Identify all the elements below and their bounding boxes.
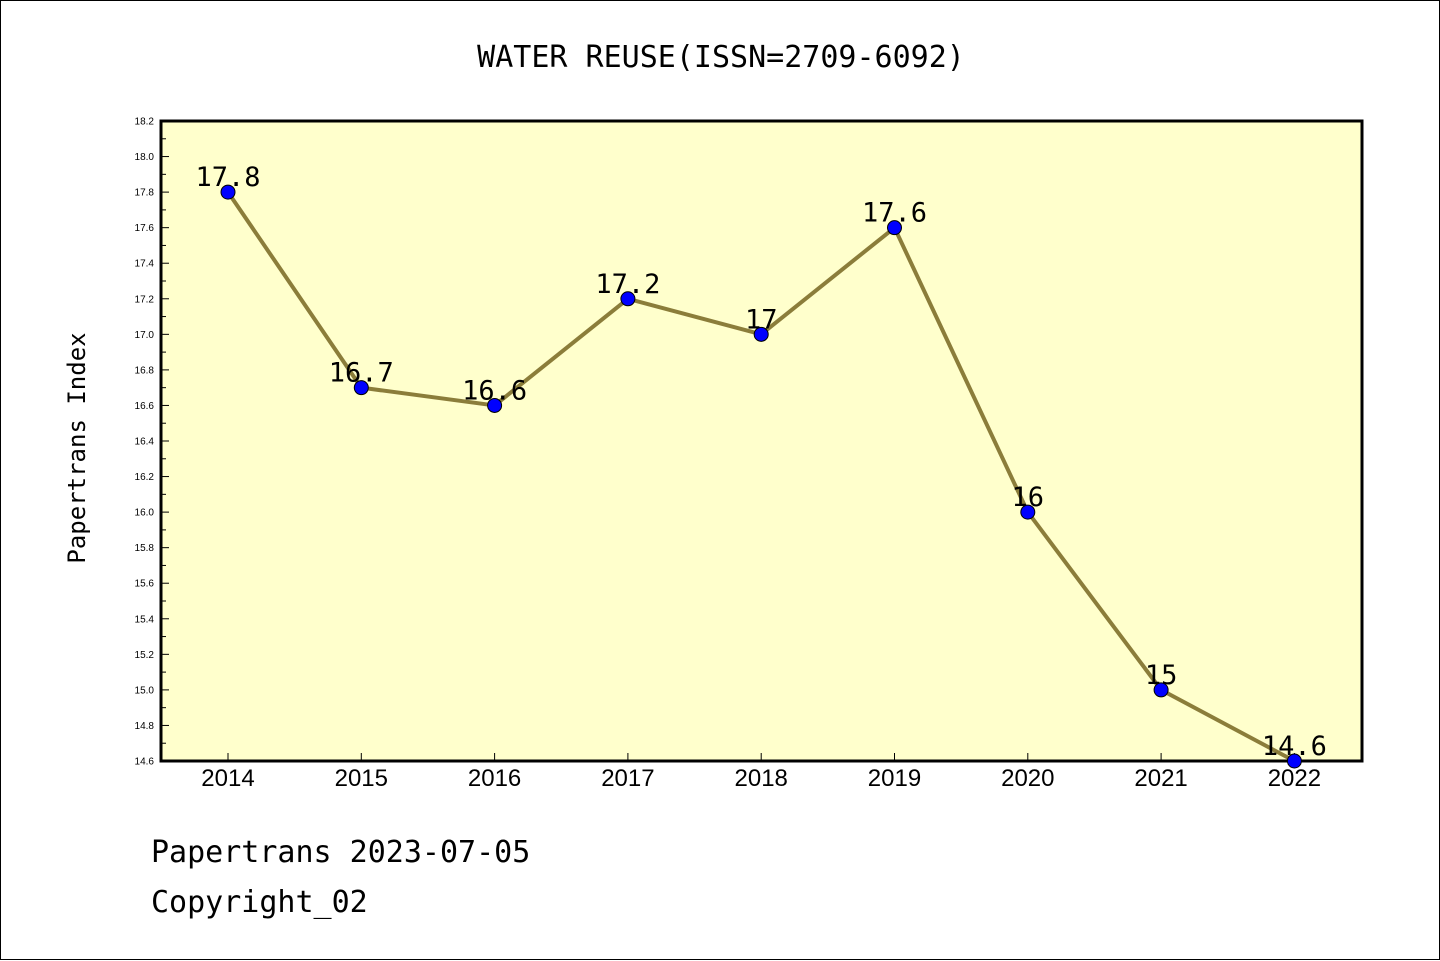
x-tick-label: 2015 bbox=[335, 765, 388, 792]
y-tick-label: 17.0 bbox=[135, 330, 155, 341]
data-point bbox=[887, 220, 902, 236]
data-point bbox=[220, 184, 236, 200]
data-point bbox=[1286, 753, 1302, 769]
y-tick-label: 14.6 bbox=[135, 757, 155, 768]
y-tick-label: 15.8 bbox=[135, 543, 155, 554]
y-axis-label: Papertrans Index bbox=[63, 332, 91, 563]
y-tick-label: 15.6 bbox=[135, 579, 155, 590]
y-tick-label: 16.4 bbox=[135, 437, 155, 448]
footer-date: Papertrans 2023-07-05 bbox=[151, 835, 531, 870]
x-tick-label: 2022 bbox=[1268, 765, 1321, 792]
data-point bbox=[1153, 682, 1169, 698]
data-label: 16.6 bbox=[462, 375, 527, 406]
y-tick-label: 15.2 bbox=[135, 650, 155, 661]
data-label: 17.2 bbox=[595, 269, 660, 300]
data-label: 17 bbox=[745, 304, 778, 335]
y-tick-label: 14.8 bbox=[135, 721, 155, 732]
data-label: 17.6 bbox=[862, 198, 927, 229]
x-tick-label: 2018 bbox=[735, 765, 788, 792]
x-tick-label: 2017 bbox=[601, 765, 654, 792]
x-tick-label: 2019 bbox=[868, 765, 921, 792]
y-tick-label: 16.8 bbox=[135, 365, 155, 376]
x-tick-label: 2014 bbox=[201, 765, 254, 792]
x-axis: 2014 2015 2016 2017 2018 2019 2020 2021 2022 bbox=[201, 753, 1321, 792]
y-tick-label: 18.0 bbox=[135, 152, 155, 163]
y-tick-label: 15.0 bbox=[135, 685, 155, 696]
y-tick-label: 17.2 bbox=[135, 294, 155, 305]
data-point bbox=[487, 397, 503, 413]
footer-copyright: Copyright_02 bbox=[151, 885, 368, 920]
chart-title: WATER REUSE(ISSN=2709-6092) bbox=[477, 40, 965, 75]
data-label: 14.6 bbox=[1262, 731, 1327, 762]
series-line-group: 17.8 16.7 16.6 17.2 17 17.6 16 15 14.6 bbox=[195, 162, 1327, 769]
y-tick-label: 18.2 bbox=[135, 117, 155, 128]
y-tick-label: 17.4 bbox=[135, 259, 155, 270]
y-axis: 14.6 14.8 15.0 15.2 15.4 15.6 15.8 16.0 16.2 16.4… bbox=[135, 117, 169, 768]
y-tick-label: 16.0 bbox=[135, 508, 155, 519]
y-tick-label: 17.8 bbox=[135, 188, 155, 199]
data-label: 16.7 bbox=[329, 358, 394, 389]
data-point bbox=[753, 326, 769, 342]
data-point bbox=[620, 291, 636, 307]
x-tick-label: 2016 bbox=[468, 765, 521, 792]
y-tick-label: 16.2 bbox=[135, 472, 155, 483]
y-tick-label: 16.6 bbox=[135, 401, 155, 412]
data-label: 16 bbox=[1012, 482, 1045, 513]
x-tick-label: 2020 bbox=[1001, 765, 1054, 792]
plot-area bbox=[159, 119, 1364, 763]
y-tick-label: 15.4 bbox=[135, 614, 155, 625]
y-tick-label: 17.6 bbox=[135, 223, 155, 234]
data-point bbox=[353, 380, 369, 396]
x-tick-label: 2021 bbox=[1134, 765, 1187, 792]
data-point bbox=[1020, 504, 1036, 520]
data-label: 17.8 bbox=[195, 162, 260, 193]
data-label: 15 bbox=[1145, 660, 1178, 691]
